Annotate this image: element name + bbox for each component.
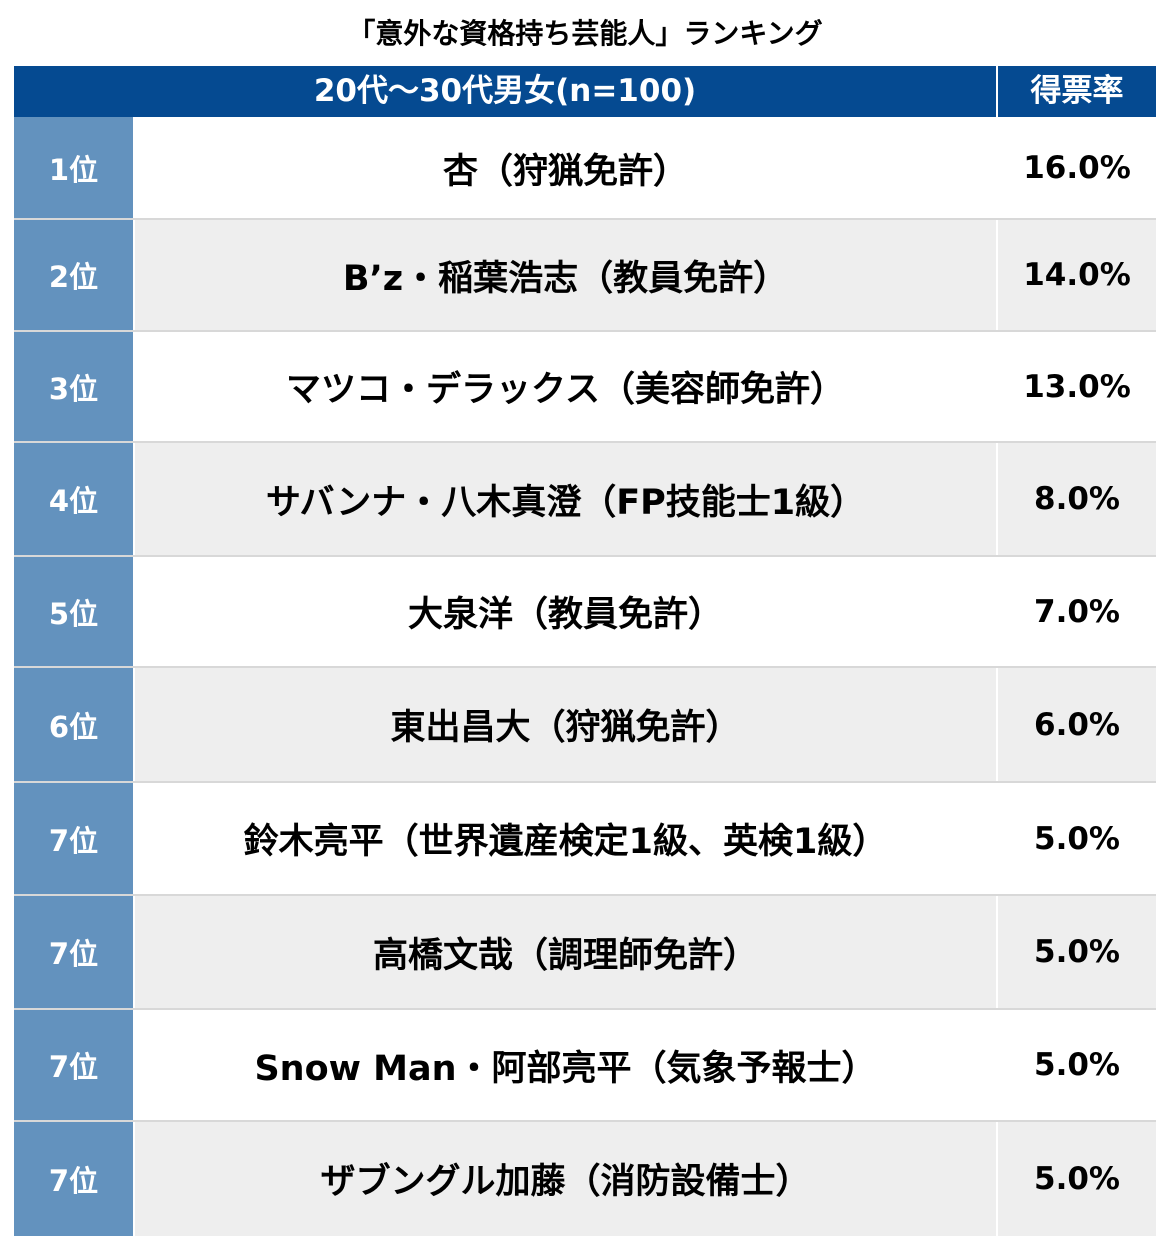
celebrity-name-cell: サバンナ・八木真澄（FP技能士1級） bbox=[135, 442, 996, 556]
table-row: 5位 大泉洋（教員免許） 7.0% bbox=[14, 556, 1156, 667]
row-divider bbox=[14, 555, 1156, 557]
table-row: 2位 B’z・稲葉浩志（教員免許） 14.0% bbox=[14, 219, 1156, 331]
rank-cell: 7位 bbox=[14, 1121, 133, 1236]
header-sample-label: 20代〜30代男女(n=100) bbox=[14, 66, 996, 117]
rank-cell: 3位 bbox=[14, 331, 133, 442]
celebrity-name-cell: 東出昌大（狩猟免許） bbox=[135, 667, 996, 782]
header-rate-label: 得票率 bbox=[998, 66, 1156, 117]
rank-cell: 4位 bbox=[14, 442, 133, 556]
rank-cell: 5位 bbox=[14, 556, 133, 667]
table-row: 7位 高橋文哉（調理師免許） 5.0% bbox=[14, 895, 1156, 1009]
chart-title: 「意外な資格持ち芸能人」ランキング bbox=[347, 17, 823, 50]
celebrity-name-cell: ザブングル加藤（消防設備士） bbox=[135, 1121, 996, 1236]
table-row: 7位 ザブングル加藤（消防設備士） 5.0% bbox=[14, 1121, 1156, 1236]
row-divider bbox=[14, 666, 1156, 668]
row-divider bbox=[14, 218, 1156, 220]
vote-rate-cell: 14.0% bbox=[998, 219, 1156, 331]
table-row: 4位 サバンナ・八木真澄（FP技能士1級） 8.0% bbox=[14, 442, 1156, 556]
vote-rate-cell: 5.0% bbox=[998, 1121, 1156, 1236]
rank-cell: 7位 bbox=[14, 782, 133, 895]
celebrity-name-cell: B’z・稲葉浩志（教員免許） bbox=[135, 219, 996, 331]
table-row: 1位 杏（狩猟免許） 16.0% bbox=[14, 117, 1156, 219]
table-row: 7位 鈴木亮平（世界遺産検定1級、英検1級） 5.0% bbox=[14, 782, 1156, 895]
table-row: 6位 東出昌大（狩猟免許） 6.0% bbox=[14, 667, 1156, 782]
rank-cell: 7位 bbox=[14, 1009, 133, 1121]
vote-rate-cell: 8.0% bbox=[998, 442, 1156, 556]
vote-rate-cell: 16.0% bbox=[998, 117, 1156, 219]
vote-rate-cell: 7.0% bbox=[998, 556, 1156, 667]
ranking-table: 20代〜30代男女(n=100) 得票率 1位 杏（狩猟免許） 16.0% 2位 B’z… bbox=[14, 66, 1156, 1236]
row-divider bbox=[14, 1008, 1156, 1010]
celebrity-name-cell: 鈴木亮平（世界遺産検定1級、英検1級） bbox=[135, 782, 996, 895]
vote-rate-cell: 5.0% bbox=[998, 895, 1156, 1009]
celebrity-name-cell: 大泉洋（教員免許） bbox=[135, 556, 996, 667]
celebrity-name-cell: 高橋文哉（調理師免許） bbox=[135, 895, 996, 1009]
row-divider bbox=[14, 441, 1156, 443]
vote-rate-cell: 13.0% bbox=[998, 331, 1156, 442]
row-divider bbox=[14, 894, 1156, 896]
row-divider bbox=[14, 781, 1156, 783]
vote-rate-cell: 5.0% bbox=[998, 782, 1156, 895]
table-row: 3位 マツコ・デラックス（美容師免許） 13.0% bbox=[14, 331, 1156, 442]
table-row: 7位 Snow Man・阿部亮平（気象予報士） 5.0% bbox=[14, 1009, 1156, 1121]
row-divider bbox=[14, 330, 1156, 332]
celebrity-name-cell: マツコ・デラックス（美容師免許） bbox=[135, 331, 996, 442]
rank-cell: 6位 bbox=[14, 667, 133, 782]
celebrity-name-cell: 杏（狩猟免許） bbox=[135, 117, 996, 219]
rank-cell: 2位 bbox=[14, 219, 133, 331]
row-divider bbox=[14, 1120, 1156, 1122]
vote-rate-cell: 5.0% bbox=[998, 1009, 1156, 1121]
rank-cell: 7位 bbox=[14, 895, 133, 1009]
celebrity-name-cell: Snow Man・阿部亮平（気象予報士） bbox=[135, 1009, 996, 1121]
vote-rate-cell: 6.0% bbox=[998, 667, 1156, 782]
rank-cell: 1位 bbox=[14, 117, 133, 219]
